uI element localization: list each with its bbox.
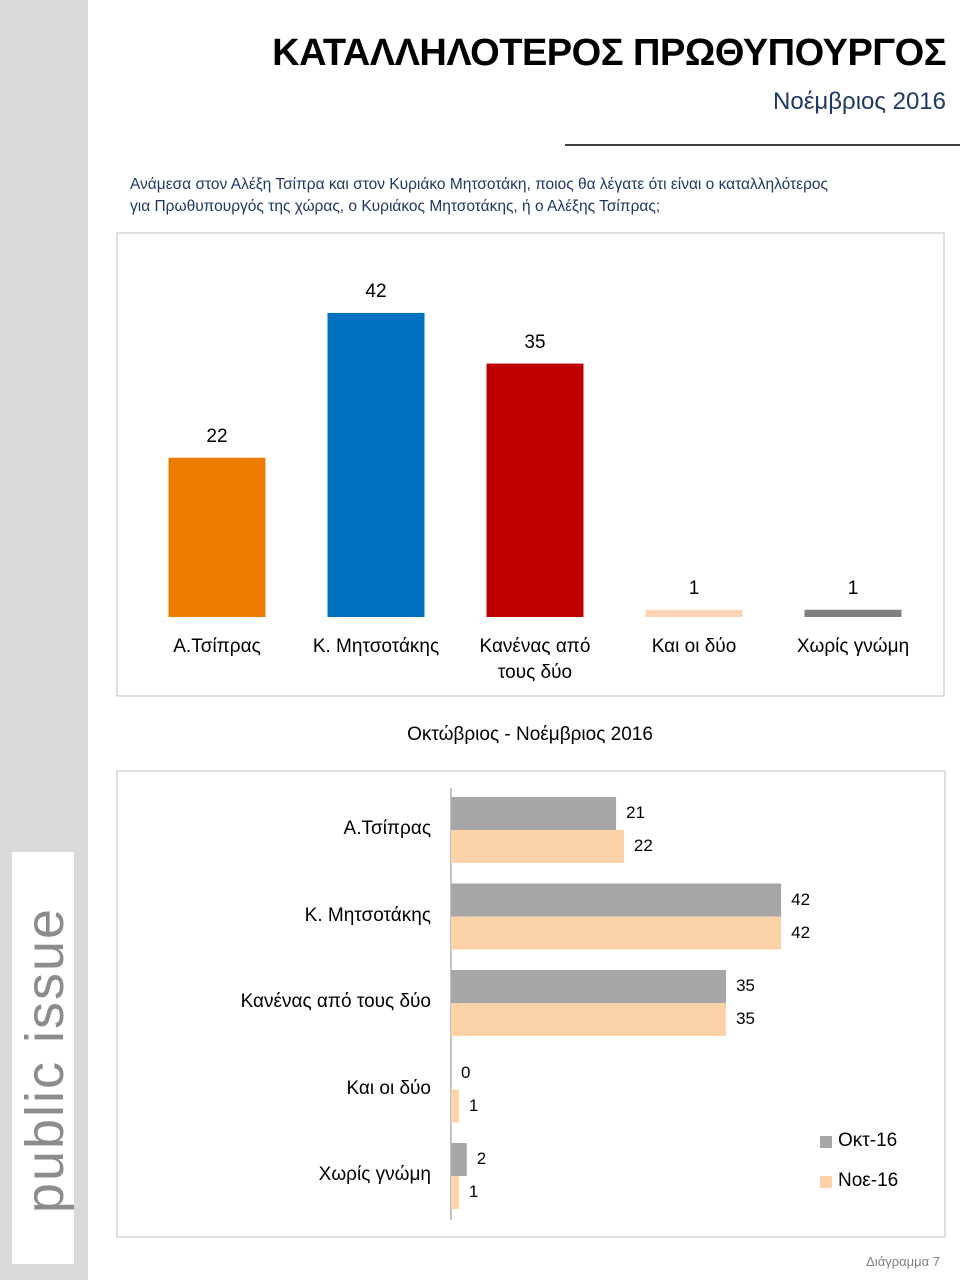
bar [451, 970, 727, 1003]
title: ΚΑΤΑΛΛΗΛΟΤΕΡΟΣ ΠΡΩΘΥΠΟΥΡΓΟΣ [272, 32, 946, 74]
bar [451, 1176, 459, 1209]
value-label: 1 [688, 577, 700, 599]
y-tick-label: Κανένας από τους δύο [240, 991, 431, 1012]
x-tick-label: Κανένας από τους δύο [479, 636, 591, 683]
value-label: 0 [461, 1062, 471, 1082]
value-label: 22 [633, 836, 653, 855]
chart-frame [116, 232, 945, 697]
bar [327, 312, 425, 617]
value-label: 42 [365, 280, 387, 302]
value-label: 1 [847, 577, 859, 599]
footer: Διάγραμμα 7 [866, 1254, 940, 1269]
y-tick-label: Χωρίς γνώμη [318, 1164, 431, 1185]
bar [451, 916, 782, 950]
x-tick-label: Χωρίς γνώμη [796, 636, 910, 657]
value-label: 42 [791, 889, 811, 909]
bar [451, 883, 782, 917]
logo-box [12, 852, 74, 1264]
value-label: 1 [468, 1182, 479, 1201]
bar [645, 609, 743, 617]
bar [451, 1003, 727, 1036]
y-tick-label: Κ. Μητσοτάκης [304, 904, 431, 926]
legend-label: Οκτ-16 [838, 1130, 898, 1151]
chart-frame [116, 770, 946, 1238]
value-label: 42 [791, 922, 811, 942]
value-label: 35 [524, 331, 546, 353]
bar [451, 830, 624, 863]
value-label: 2 [476, 1149, 487, 1168]
chart-title-text: Οκτώβριος - Νοέμβριος 2016 [407, 724, 653, 745]
bar [168, 457, 266, 617]
bar [486, 363, 584, 617]
legend-swatch [820, 1136, 832, 1148]
brand: public issue [15, 906, 75, 1214]
bar [451, 797, 617, 830]
legend-label: Νοε-16 [838, 1170, 899, 1191]
question: Ανάμεσα στον Αλέξη Τσίπρα και στον Κυριά… [130, 176, 828, 215]
subtitle: Νοέμβριος 2016 [773, 88, 946, 115]
value-label: 21 [626, 803, 645, 822]
y-tick-label: Α.Τσίπρας [343, 818, 431, 839]
value-label: 35 [736, 976, 756, 995]
value-label: 35 [736, 1009, 756, 1028]
bar [451, 1143, 467, 1176]
x-tick-label: Α.Τσίπρας [173, 636, 261, 657]
bar [804, 609, 902, 617]
value-label: 22 [206, 425, 228, 447]
x-tick-label: Κ. Μητσοτάκης [312, 636, 440, 657]
y-tick-label: Και οι δύο [346, 1077, 431, 1099]
legend-swatch [820, 1176, 832, 1188]
value-label: 1 [468, 1095, 479, 1115]
x-tick-label: Και οι δύο [651, 636, 737, 657]
bar [451, 1089, 459, 1123]
